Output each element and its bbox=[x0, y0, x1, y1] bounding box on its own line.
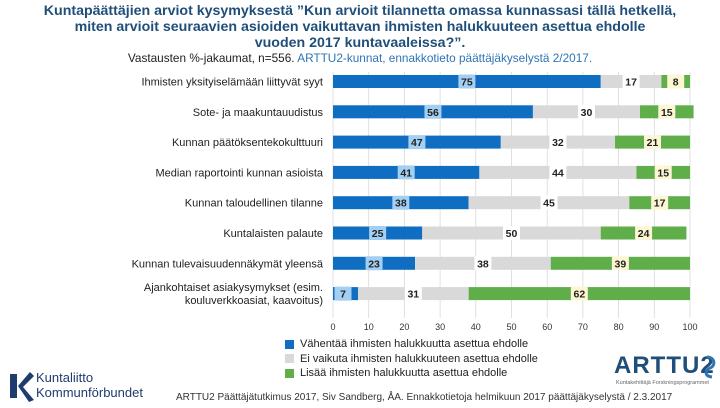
value-label-box bbox=[369, 226, 387, 240]
value-label-box bbox=[540, 195, 558, 210]
value-label-box bbox=[474, 256, 492, 271]
subtitle-sample: Vastausten %-jakaumat, n=556. bbox=[127, 51, 295, 65]
value-label-box bbox=[654, 165, 672, 180]
value-label-box bbox=[651, 195, 669, 210]
value-label: 24 bbox=[638, 228, 650, 240]
value-label-box bbox=[622, 74, 640, 89]
arttu2-logo-tagline: Kuntakehittäjä Forskningsprogrammet bbox=[616, 380, 709, 386]
value-label: 75 bbox=[461, 77, 473, 89]
title-line-2: miten arvioit seuraavien asioiden vaikut… bbox=[74, 19, 646, 35]
category-label: Ihmisten yksityiselämään liittyvät syyt bbox=[141, 77, 323, 89]
x-tick-label: 80 bbox=[614, 322, 624, 332]
value-label: 62 bbox=[573, 289, 585, 301]
x-tick-label: 0 bbox=[330, 322, 335, 332]
value-label-box bbox=[667, 74, 685, 89]
arttu-swirl-icon bbox=[704, 355, 716, 379]
chart-legend: Vähentää ihmisten halukkuutta asettua eh… bbox=[285, 337, 538, 381]
legend-swatch bbox=[285, 339, 294, 349]
value-label: 15 bbox=[661, 107, 673, 119]
legend-label: Lisää ihmisten halukkuutta asettua ehdol… bbox=[300, 367, 508, 380]
value-label: 56 bbox=[427, 107, 439, 119]
x-tick-label: 10 bbox=[364, 322, 374, 332]
x-tick-label: 90 bbox=[649, 322, 659, 332]
legend-swatch bbox=[285, 368, 294, 378]
x-tick-label: 70 bbox=[578, 322, 588, 332]
x-tick-label: 20 bbox=[399, 322, 409, 332]
value-label-box bbox=[424, 104, 442, 119]
category-label: Kunnan tulevaisuudennäkymät yleensä bbox=[132, 258, 324, 270]
value-label-box bbox=[365, 256, 383, 271]
value-label-box bbox=[458, 74, 476, 89]
value-label: 38 bbox=[395, 198, 407, 210]
legend-item: Ei vaikuta ihmisten halukkuuteen asettua… bbox=[285, 352, 538, 367]
value-label: 25 bbox=[372, 228, 384, 240]
category-label: Kunnan päätöksentekokulttuuri bbox=[172, 137, 323, 149]
value-label: 17 bbox=[654, 198, 666, 210]
value-label-box bbox=[334, 286, 352, 301]
value-label-box bbox=[644, 135, 662, 150]
subtitle-source: ARTTU2-kunnat, ennakkotieto päättäjäkyse… bbox=[297, 51, 593, 65]
footer-source: ARTTU2 Päättäjätutkimus 2017, Siv Sandbe… bbox=[176, 392, 673, 403]
chart-title: Kuntapäättäjien arviot kysymyksestä ”Kun… bbox=[0, 3, 720, 51]
value-label: 41 bbox=[400, 167, 412, 179]
value-label: 7 bbox=[340, 289, 346, 301]
value-label: 50 bbox=[506, 228, 518, 240]
x-tick-label: 60 bbox=[542, 322, 552, 332]
legend-item: Vähentää ihmisten halukkuutta asettua eh… bbox=[285, 337, 538, 352]
value-label: 39 bbox=[615, 258, 627, 270]
value-label: 32 bbox=[552, 137, 564, 149]
category-label: Kuntalaisten palaute bbox=[223, 228, 323, 240]
logo-left-line-1: Kuntaliitto bbox=[36, 370, 94, 385]
legend-swatch bbox=[285, 354, 294, 364]
kuntaliitto-k-icon bbox=[10, 372, 34, 402]
category-label: Kunnan taloudellinen tilanne bbox=[185, 198, 323, 210]
value-label-box bbox=[408, 135, 426, 150]
value-label: 17 bbox=[625, 77, 637, 89]
title-line-1: Kuntapäättäjien arviot kysymyksestä ”Kun… bbox=[43, 3, 677, 19]
x-tick-label: 40 bbox=[471, 322, 481, 332]
legend-item: Lisää ihmisten halukkuutta asettua ehdol… bbox=[285, 366, 538, 381]
value-label: 30 bbox=[581, 107, 593, 119]
kuntaliitto-logo: Kuntaliitto Kommunförbundet bbox=[6, 368, 176, 406]
value-label: 47 bbox=[411, 137, 423, 149]
value-label: 44 bbox=[552, 167, 564, 179]
value-label-box bbox=[549, 165, 567, 180]
value-label: 8 bbox=[673, 77, 679, 89]
value-label: 38 bbox=[477, 258, 489, 270]
value-label-box bbox=[503, 226, 520, 240]
value-label: 15 bbox=[657, 167, 669, 179]
value-label-box bbox=[635, 226, 653, 240]
chart-subtitle: Vastausten %-jakaumat, n=556. ARTTU2-kun… bbox=[0, 51, 720, 65]
value-label-box bbox=[570, 286, 588, 301]
title-line-3: vuoden 2017 kuntavaaleissa?”. bbox=[254, 35, 466, 51]
legend-label: Ei vaikuta ihmisten halukkuuteen asettua… bbox=[300, 352, 538, 365]
value-label-box bbox=[577, 104, 595, 119]
value-label-box bbox=[611, 256, 629, 271]
value-label-box bbox=[404, 286, 422, 301]
value-label-box bbox=[549, 135, 567, 150]
value-label: 45 bbox=[543, 198, 555, 210]
x-tick-label: 100 bbox=[682, 322, 697, 332]
arttu2-logo: ARTTU2 Kuntakehittäjä Forskningsprogramm… bbox=[614, 352, 718, 392]
legend-label: Vähentää ihmisten halukkuutta asettua eh… bbox=[300, 338, 529, 351]
value-label: 21 bbox=[647, 137, 659, 149]
arttu2-logo-text: ARTTU2 bbox=[614, 352, 715, 379]
category-label: Ajankohtaiset asiakysymykset (esim. koulu… bbox=[144, 282, 323, 307]
category-label: Sote- ja maakuntauudistus bbox=[193, 107, 324, 119]
value-label-box bbox=[392, 195, 410, 210]
value-label: 31 bbox=[407, 289, 419, 301]
value-label-box bbox=[658, 104, 676, 119]
category-label: Median raportointi kunnan asioista bbox=[155, 167, 323, 179]
value-label-box bbox=[397, 165, 415, 180]
logo-left-line-2: Kommunförbundet bbox=[36, 385, 143, 400]
value-label: 23 bbox=[368, 258, 380, 270]
x-tick-label: 50 bbox=[506, 322, 516, 332]
x-tick-label: 30 bbox=[435, 322, 445, 332]
